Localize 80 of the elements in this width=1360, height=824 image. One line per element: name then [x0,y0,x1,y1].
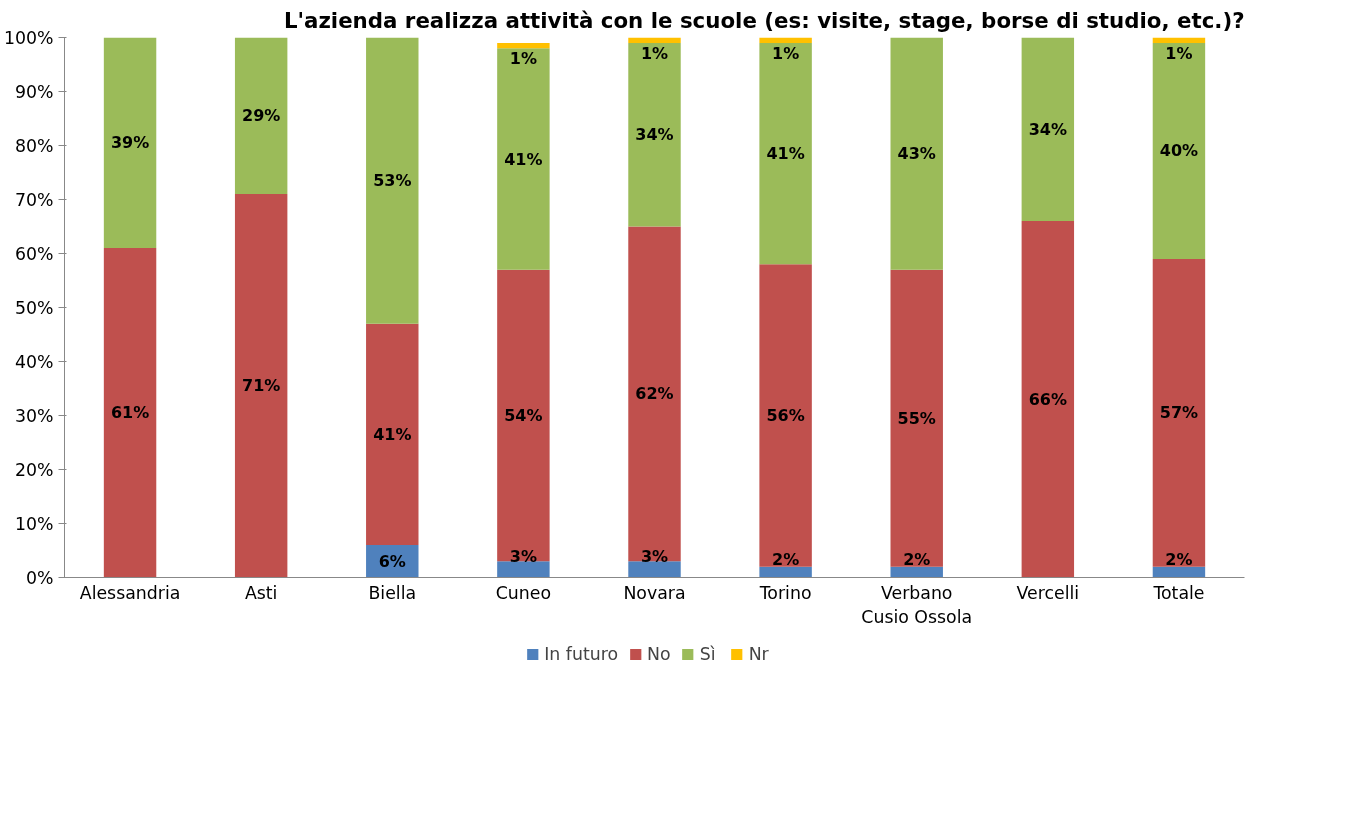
data-label: 2% [903,549,931,569]
data-label: 2% [1165,549,1193,569]
y-tick-label: 80% [14,135,54,156]
y-tick-label: 100% [3,27,54,48]
data-label: 62% [635,384,674,404]
data-label: 1% [1165,43,1193,63]
legend-label: In futuro [544,644,619,664]
x-tick-label: Asti [244,582,278,603]
bar [628,226,681,562]
data-label: 2% [772,549,800,569]
bar [497,269,550,562]
bar [759,264,812,567]
bar [366,37,419,324]
x-tick-label: Alessandria [79,582,181,603]
x-tick-label: Verbano Cusio Ossola [861,582,973,627]
data-label: 55% [897,408,936,428]
data-label: 34% [635,125,674,145]
y-tick-label: 90% [14,81,54,102]
data-label: 1% [509,49,537,69]
chart-title: L'azienda realizza attività con le scuole (es: visite, stage, borse di studio, etc.)? [283,7,1245,33]
bar [890,37,943,270]
data-label: 6% [378,551,406,571]
bar [890,269,943,567]
bar [497,42,550,49]
x-tick-label: Novara [623,582,686,603]
y-tick-label: 20% [14,459,54,480]
data-label: 71% [242,376,281,396]
bar [628,42,681,227]
y-tick-label: 60% [14,243,54,264]
data-label: 41% [504,149,543,169]
bar [1152,566,1206,578]
data-label: 3% [640,546,669,566]
data-label: 43% [897,144,936,164]
data-label: 66% [1028,389,1067,409]
x-tick-label: Biella [368,582,417,603]
bar [103,37,157,249]
data-label: 56% [766,406,805,425]
y-tick-label: 50% [14,297,54,318]
bar [628,37,681,43]
y-tick-label: 30% [14,405,54,426]
bar [759,42,812,265]
data-label: 54% [504,406,543,425]
bar [1152,42,1206,259]
y-tick-label: 0% [26,567,54,588]
bar [1152,258,1206,567]
bar [628,561,681,578]
data-label: 53% [373,171,412,191]
data-label: 41% [766,144,805,164]
bar [103,248,157,578]
data-label: 57% [1159,403,1199,423]
y-tick-label: 70% [14,189,54,210]
x-tick-label: Cuneo [495,582,552,603]
data-label: 41% [373,424,412,444]
bar [366,323,419,546]
bar [234,37,288,195]
data-label: 1% [640,43,669,63]
data-label: 39% [110,133,150,153]
bar [890,566,943,578]
bar [497,561,550,578]
x-tick-label: Torino [758,582,812,603]
data-label: 3% [509,546,537,566]
y-tick-label: 10% [14,513,54,534]
x-tick-label: Vercelli [1016,582,1080,603]
bar [759,566,812,578]
bar [234,194,288,578]
x-tick-label: Totale [1152,582,1205,603]
legend-label: No [647,644,671,664]
bar [1152,37,1206,43]
bar [497,48,550,270]
data-label: 40% [1159,141,1199,161]
data-label: 1% [772,43,800,63]
y-tick-label: 40% [14,351,54,372]
data-label: 34% [1028,119,1067,139]
legend-label: Sì [699,644,717,664]
bar [1021,221,1075,578]
data-label: 29% [242,106,281,126]
data-label: 61% [110,403,150,423]
bar [759,37,812,43]
bar [1021,37,1075,222]
legend-label: Nr [748,644,769,664]
